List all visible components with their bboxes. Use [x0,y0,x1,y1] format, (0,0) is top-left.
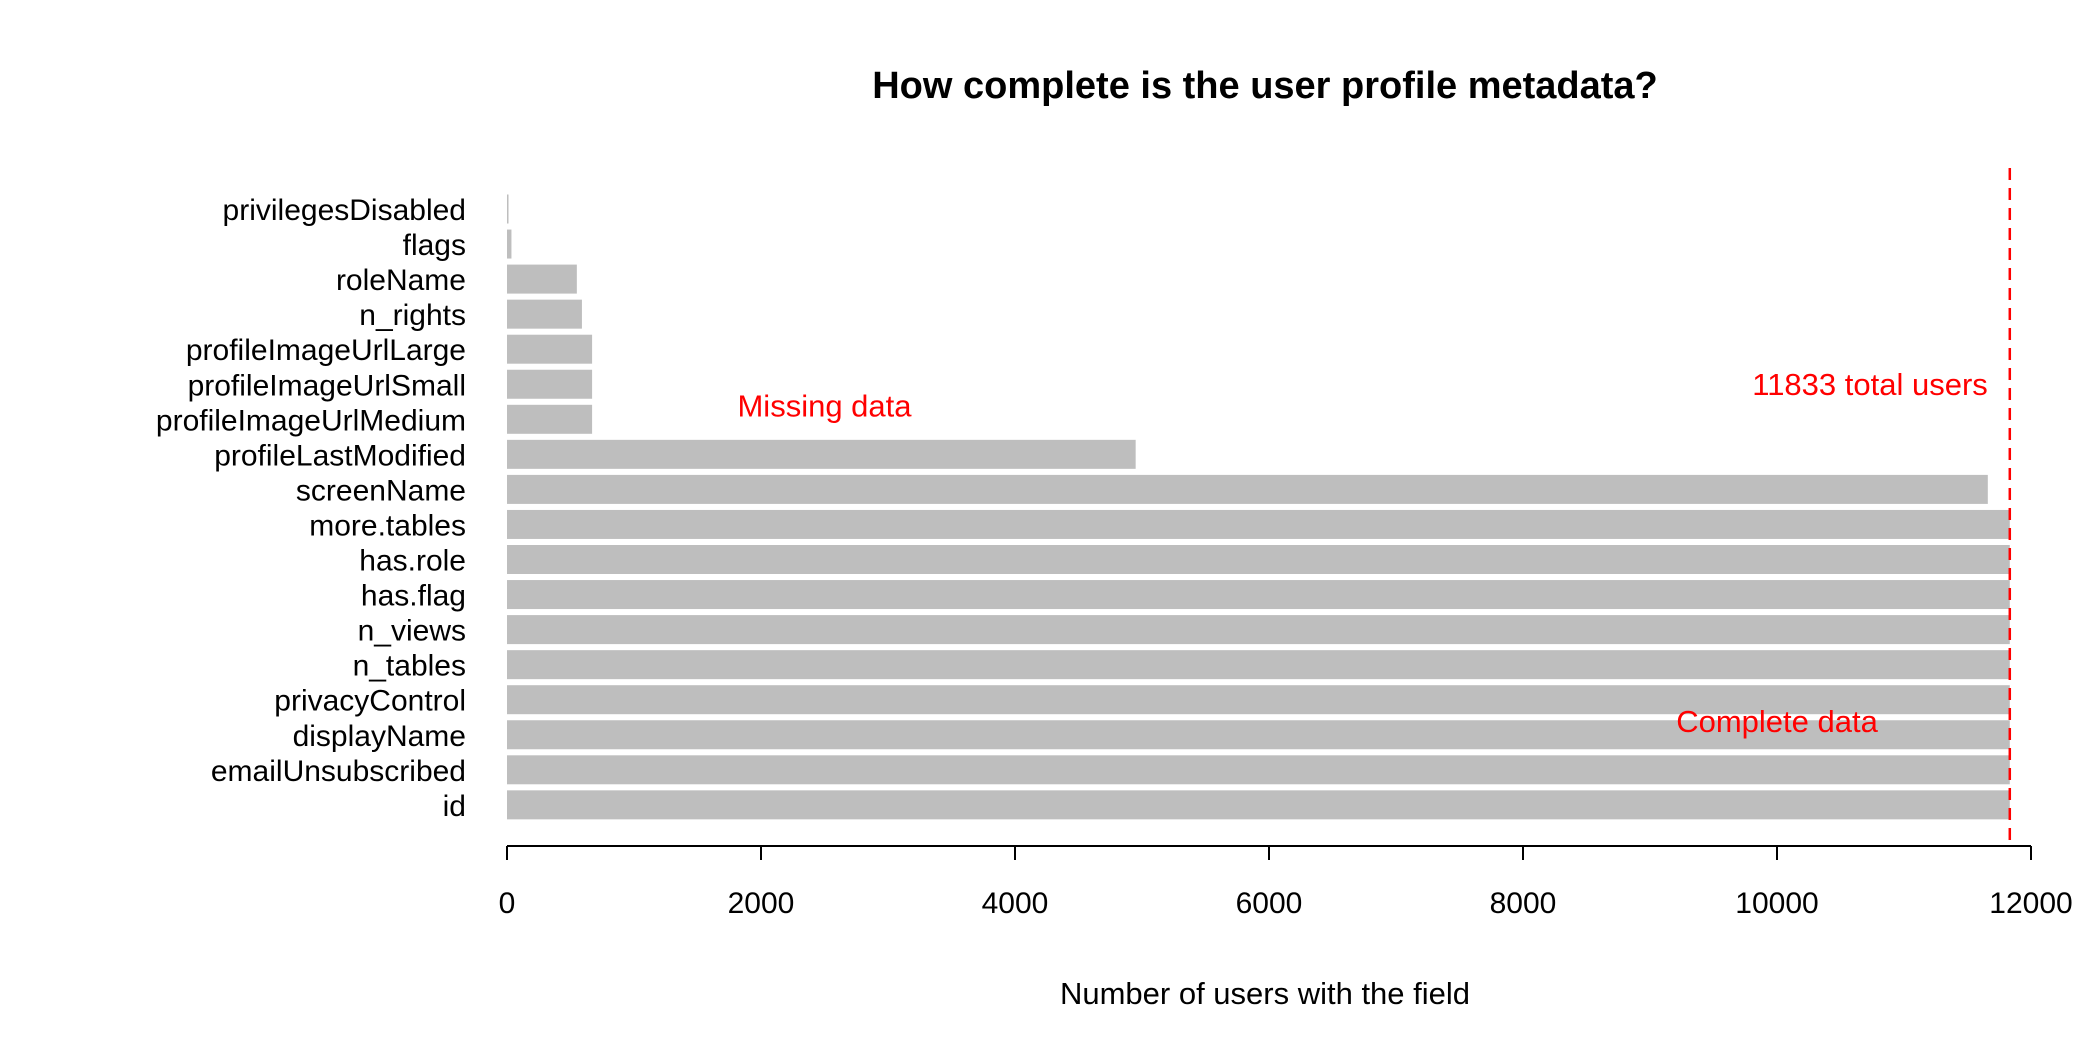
category-label-privacyControl: privacyControl [274,685,466,718]
bar-has.role [507,545,2010,574]
category-label-emailUnsubscribed: emailUnsubscribed [211,755,466,788]
bar-n_views [507,615,2010,645]
category-label-profileImageUrlMedium: profileImageUrlMedium [156,404,466,437]
category-label-roleName: roleName [336,264,466,297]
annotation-group: Missing data Complete data [737,388,1878,738]
category-label-screenName: screenName [296,474,466,507]
x-tick-label-6000: 6000 [1236,887,1303,920]
bar-n_rights [507,299,582,329]
bar-privacyControl [507,685,2010,715]
category-label-has.flag: has.flag [361,580,466,613]
x-axis: 0 2000 4000 6000 8000 10000 12000 [499,845,2073,920]
reference-line-group: 11833 total users [1752,168,2012,845]
category-label-displayName: displayName [293,720,466,753]
bar-group [507,194,2010,820]
x-tick-label-10000: 10000 [1735,887,1818,920]
annotation-complete-data: Complete data [1676,704,1878,739]
bar-has.flag [507,580,2010,610]
bar-profileImageUrlLarge [507,334,593,364]
x-tick-label-0: 0 [499,887,516,920]
category-label-has.role: has.role [359,545,466,578]
category-label-more.tables: more.tables [309,509,466,542]
bar-profileImageUrlSmall [507,369,593,399]
x-tick-label-8000: 8000 [1490,887,1557,920]
bar-flags [507,229,512,259]
x-tick-label-2000: 2000 [728,887,795,920]
category-label-flags: flags [403,229,466,262]
category-label-n_tables: n_tables [353,650,466,683]
chart-title: How complete is the user profile metadat… [872,65,1658,107]
total-users-label: 11833 total users [1752,367,1988,402]
bar-profileImageUrlMedium [507,404,593,434]
bar-emailUnsubscribed [507,755,2010,785]
bar-roleName [507,264,577,294]
category-labels: privilegesDisabledflagsroleNamen_rightsp… [156,194,466,823]
category-label-profileImageUrlLarge: profileImageUrlLarge [186,334,466,367]
bar-id [507,790,2010,820]
category-label-id: id [443,790,466,823]
category-label-privilegesDisabled: privilegesDisabled [223,194,466,227]
x-axis-label: Number of users with the field [1060,976,1470,1011]
category-label-n_rights: n_rights [359,299,466,332]
bar-more.tables [507,509,2010,539]
category-label-profileLastModified: profileLastModified [214,439,466,472]
bar-screenName [507,474,1988,504]
category-label-profileImageUrlSmall: profileImageUrlSmall [188,369,466,402]
bar-privilegesDisabled [507,194,509,224]
bar-n_tables [507,650,2010,680]
x-tick-label-12000: 12000 [1989,887,2072,920]
bar-displayName [507,720,2010,750]
x-tick-label-4000: 4000 [982,887,1049,920]
category-label-n_views: n_views [358,615,466,648]
bar-profileLastModified [507,439,1136,469]
annotation-missing-data: Missing data [737,388,912,423]
